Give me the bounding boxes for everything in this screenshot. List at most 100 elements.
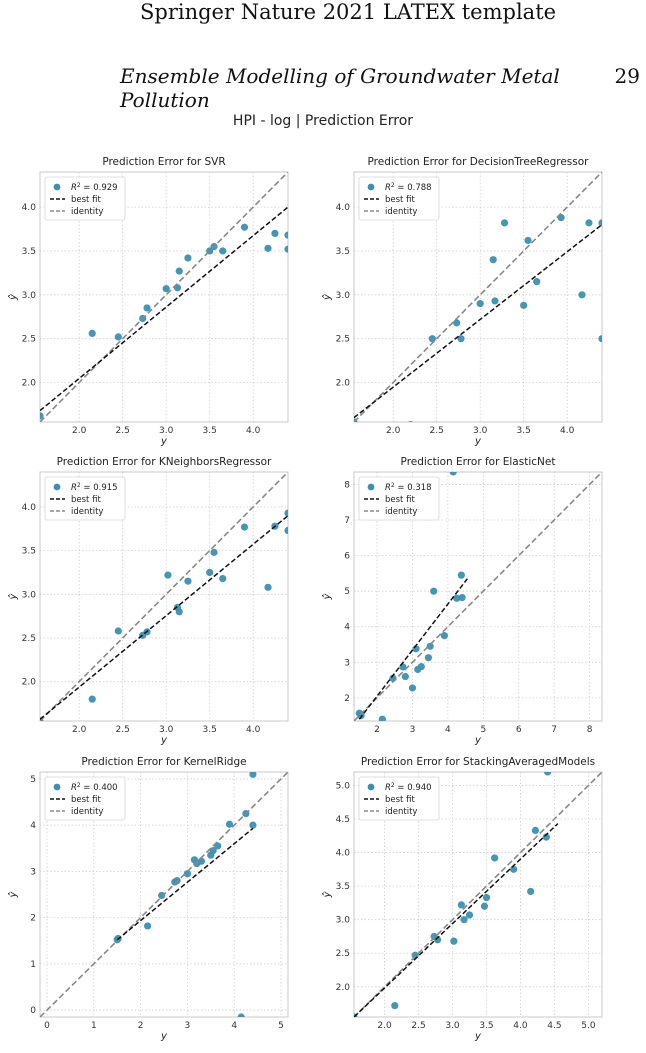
- x-tick-label: 2.5: [411, 1021, 425, 1031]
- subplot-6: Prediction Error for StackingAveragedMod…: [321, 756, 603, 1042]
- plot-area: [40, 772, 288, 1017]
- data-point: [527, 887, 535, 896]
- legend-identity-label: identity: [385, 807, 417, 817]
- y-tick-label: 6: [344, 552, 350, 562]
- data-point: [206, 568, 214, 577]
- data-point: [264, 583, 272, 591]
- y-tick-label: 4: [344, 623, 350, 633]
- y-tick-label: 2.5: [22, 634, 36, 644]
- y-tick-label: 2.0: [336, 379, 351, 389]
- y-tick-label: 3.5: [336, 247, 350, 257]
- data-point: [183, 870, 191, 878]
- axes-frame: [353, 771, 603, 1018]
- data-point: [520, 301, 528, 309]
- plot-area: [40, 472, 288, 721]
- plot-area: [354, 472, 602, 721]
- legend-identity-label: identity: [385, 507, 417, 517]
- data-point: [40, 412, 44, 420]
- legend-best-fit-label: best fit: [385, 495, 415, 505]
- legend-box: [358, 476, 440, 521]
- x-tick-label: 5: [278, 1021, 284, 1031]
- x-tick-label: 0: [44, 1021, 50, 1031]
- data-point: [209, 846, 217, 855]
- data-point: [460, 916, 468, 924]
- data-point: [88, 329, 96, 338]
- x-tick-label: 6: [516, 725, 522, 735]
- y-tick-label: 3: [344, 658, 350, 668]
- data-point: [284, 231, 288, 239]
- y-axis-label: ŷ: [7, 592, 19, 600]
- data-point: [531, 826, 540, 834]
- x-tick-label: 2.5: [430, 426, 444, 436]
- data-point: [491, 297, 499, 305]
- x-tick-label: 4.5: [547, 1021, 561, 1031]
- y-tick-label: 2.0: [22, 379, 37, 389]
- legend-point-marker: [53, 783, 61, 791]
- data-point: [249, 772, 257, 778]
- y-tick-label: 4.0: [336, 849, 351, 859]
- legend-identity-label: identity: [71, 507, 103, 517]
- y-tick-label: 4: [30, 821, 36, 831]
- data-point: [114, 627, 122, 635]
- data-point: [219, 247, 227, 255]
- y-tick-label: 2.5: [336, 949, 350, 959]
- x-tick-label: 2.5: [116, 426, 130, 436]
- y-axis-label: ŷ: [7, 890, 19, 898]
- legend-point-marker: [53, 183, 61, 191]
- data-point: [417, 662, 425, 671]
- plot-area: [354, 172, 602, 422]
- data-point: [184, 577, 192, 585]
- data-point: [114, 333, 122, 341]
- data-point: [453, 594, 461, 602]
- x-tick-label: 3.0: [159, 426, 174, 436]
- y-tick-label: 5.0: [336, 781, 351, 791]
- subplot-title: Prediction Error for SVR: [102, 156, 225, 168]
- data-point: [378, 715, 386, 721]
- legend-best-fit-label: best fit: [385, 795, 415, 805]
- data-point: [240, 223, 249, 231]
- page-number: 29: [614, 64, 640, 88]
- best-fit-line: [354, 224, 602, 419]
- x-tick-label: 2.0: [386, 426, 401, 436]
- axes-frame: [353, 471, 603, 722]
- x-tick-label: 3.0: [445, 1021, 460, 1031]
- data-point: [542, 833, 550, 841]
- y-tick-label: 0: [30, 1006, 36, 1016]
- data-point: [143, 304, 151, 312]
- data-point: [457, 571, 465, 579]
- data-point: [164, 571, 172, 579]
- data-point: [408, 421, 414, 422]
- legend-point-marker: [53, 483, 61, 491]
- data-point: [237, 1013, 245, 1017]
- x-tick-label: 2.5: [116, 725, 130, 735]
- data-point: [210, 548, 218, 556]
- legend-best-fit-label: best fit: [71, 195, 101, 205]
- y-tick-label: 3: [30, 867, 36, 877]
- x-axis-label: y: [160, 735, 168, 746]
- data-point: [144, 922, 152, 930]
- best-fit-line: [40, 515, 288, 720]
- data-point: [162, 285, 170, 293]
- data-point: [184, 254, 192, 262]
- y-tick-label: 5: [30, 775, 36, 785]
- x-tick-label: 3.5: [479, 1021, 493, 1031]
- x-axis-label: y: [160, 436, 168, 447]
- best-fit-line: [116, 827, 254, 941]
- axes-frame: [39, 771, 289, 1018]
- data-point: [465, 911, 474, 919]
- x-tick-label: 2.0: [72, 725, 87, 735]
- data-point: [457, 335, 465, 343]
- data-point: [500, 219, 509, 227]
- identity-line: [354, 172, 602, 422]
- legend: R2 = 0.915 best fit identity: [44, 476, 126, 521]
- y-tick-label: 5: [344, 587, 350, 597]
- legend-identity-label: identity: [71, 207, 103, 217]
- legend-identity-label: identity: [385, 207, 417, 217]
- subplot-title: Prediction Error for ElasticNet: [401, 456, 556, 468]
- legend-r2: R2 = 0.318: [385, 482, 432, 493]
- legend-point-marker: [367, 183, 375, 191]
- data-point: [408, 684, 417, 692]
- x-axis-label: y: [160, 1031, 168, 1042]
- y-tick-label: 4.0: [336, 203, 351, 213]
